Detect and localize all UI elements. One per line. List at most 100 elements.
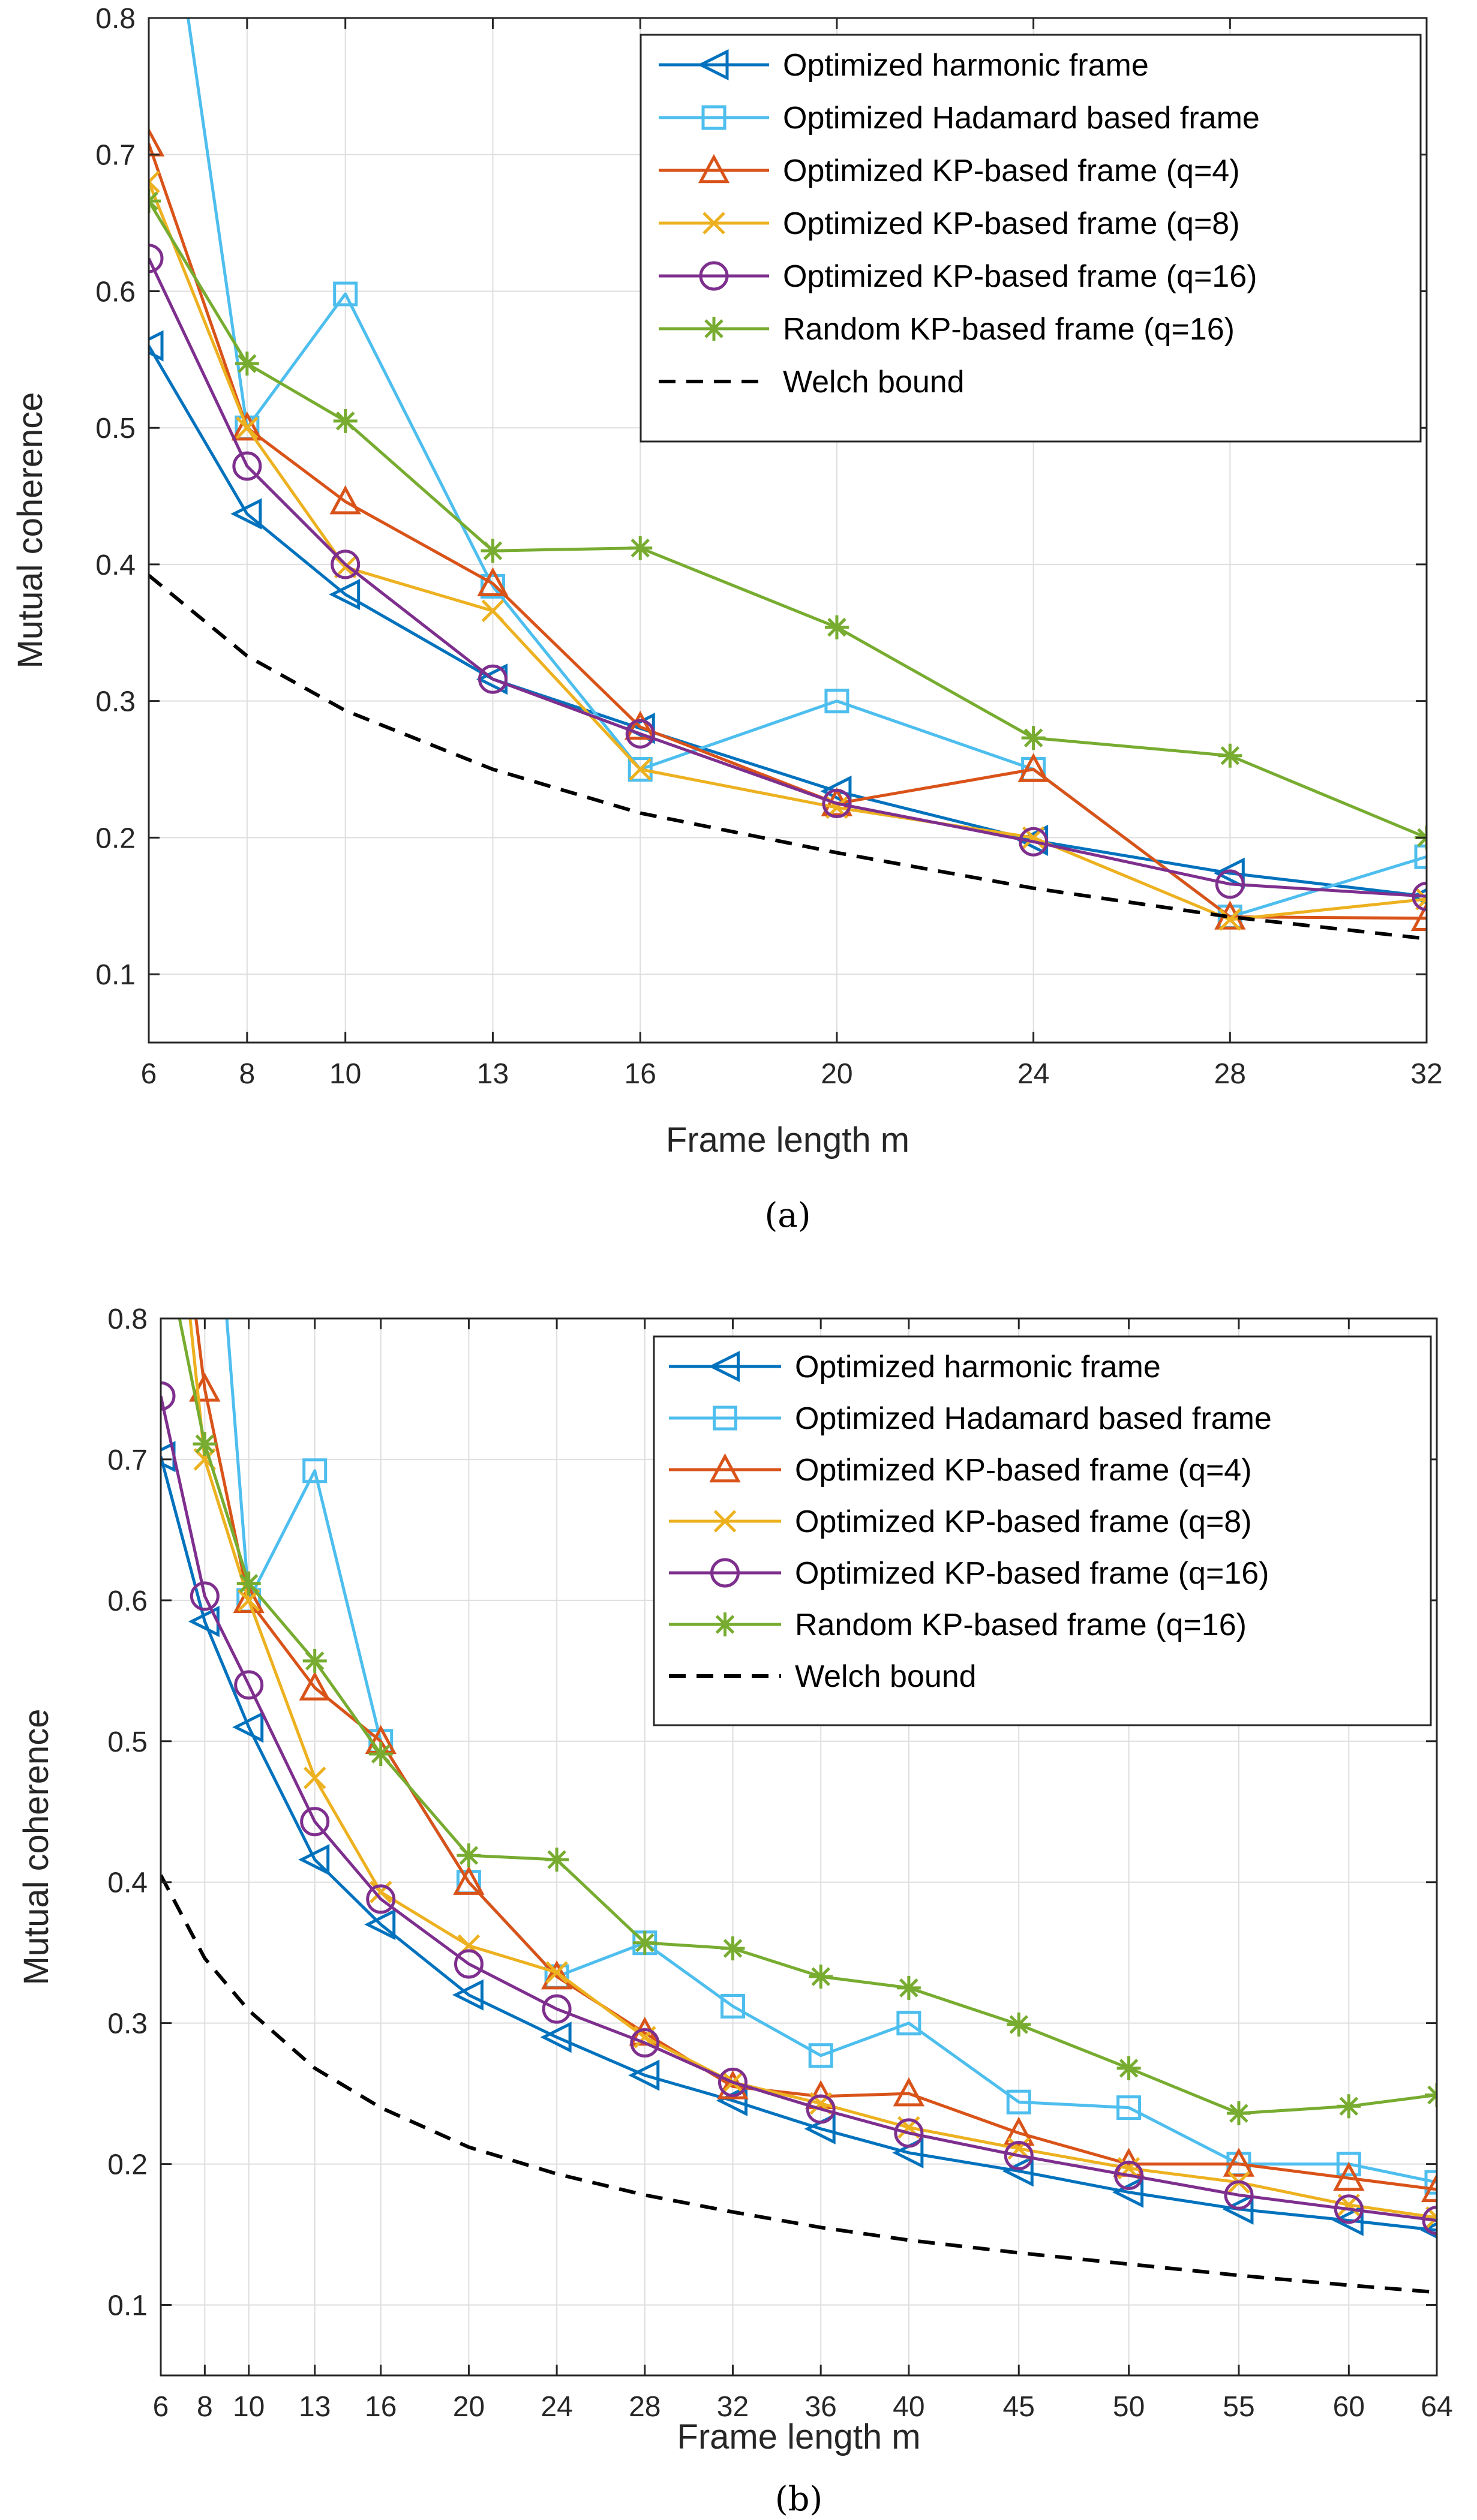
legend-entry-label: Random KP-based frame (q=16) <box>783 312 1235 347</box>
series-marker <box>299 1671 331 1701</box>
series-marker <box>1224 2180 1254 2210</box>
series-marker <box>193 1432 217 1456</box>
series-marker <box>1116 2095 1142 2120</box>
series-line <box>149 573 1427 941</box>
series-marker <box>366 1884 396 1914</box>
series-marker <box>1003 2116 1035 2146</box>
x-tick-label: 32 <box>717 2391 749 2423</box>
series-line <box>149 143 1427 920</box>
legend-entry-label: Optimized KP-based frame (q=8) <box>795 1504 1252 1539</box>
series-marker <box>149 170 160 194</box>
legend-swatch-marker <box>713 1510 737 1533</box>
x-tick-label: 8 <box>239 1058 255 1090</box>
series-line <box>178 1318 1437 2115</box>
series-marker <box>1215 869 1245 899</box>
series-marker <box>236 1571 261 1596</box>
legend-swatch-marker <box>697 49 729 81</box>
series-marker <box>329 578 361 611</box>
series-marker <box>149 244 164 274</box>
series-marker <box>1226 2101 1251 2126</box>
legend-entry-label: Optimized harmonic frame <box>795 1350 1161 1384</box>
series-marker <box>368 1741 393 1766</box>
series-marker <box>1006 2089 1031 2114</box>
legend-swatch-marker <box>699 261 729 291</box>
x-tick-label: 13 <box>477 1058 509 1090</box>
legend-entry-label: Optimized Hadamard based frame <box>783 101 1260 136</box>
x-tick-label: 8 <box>197 2391 213 2423</box>
legend-entry-label: Optimized KP-based frame (q=16) <box>783 259 1257 294</box>
y-tick-label: 0.1 <box>95 959 136 991</box>
series-marker <box>236 416 259 439</box>
y-tick-label: 0.6 <box>107 1585 148 1617</box>
x-axis-label-a: Frame length m <box>666 1121 909 1160</box>
series-marker <box>1336 2152 1361 2177</box>
series-marker <box>1410 902 1427 931</box>
y-axis-label-b: Mutual coherence <box>17 1708 56 1985</box>
y-tick-label: 0.7 <box>107 1444 148 1476</box>
series-marker <box>303 1767 326 1789</box>
series-marker <box>896 1975 921 2000</box>
series-marker <box>632 1930 657 1955</box>
x-tick-label: 36 <box>804 2391 836 2423</box>
y-tick-label: 0.2 <box>107 2149 148 2181</box>
series-line <box>149 257 1427 898</box>
series-marker <box>893 2077 925 2107</box>
series-marker <box>718 2067 747 2097</box>
y-tick-label: 0.4 <box>107 1867 148 1899</box>
legend-entry-label: Optimized harmonic frame <box>783 48 1149 83</box>
series-marker <box>1017 753 1049 782</box>
series-marker <box>457 1843 481 1868</box>
series-marker <box>820 775 852 807</box>
series-marker <box>628 2059 660 2091</box>
series-marker <box>720 1993 745 2019</box>
series-marker <box>452 1979 484 2011</box>
series-marker <box>1334 2194 1364 2224</box>
x-tick-label: 55 <box>1223 2391 1254 2423</box>
series-marker <box>824 615 849 639</box>
chart-b: 6 8 10 13 16 20 24 28 32 36 40 45 50 55 60 64 0.1 0.2 0.3 0… <box>17 1303 1453 2519</box>
series-marker <box>540 2022 572 2053</box>
series-marker <box>1422 2206 1437 2236</box>
x-tick-label: 16 <box>625 1058 656 1090</box>
series-marker <box>333 409 358 433</box>
legend-swatch-marker <box>713 1405 737 1431</box>
legend-a: Optimized harmonic frame Optimized Hadama… <box>640 34 1422 443</box>
y-tick-label: 0.3 <box>107 2008 148 2040</box>
series-a <box>149 18 1427 941</box>
legend-entry-label: Optimized KP-based frame (q=4) <box>783 154 1240 188</box>
legend-swatch-marker <box>713 1612 737 1636</box>
series-marker <box>808 2043 833 2068</box>
series-marker <box>896 2011 921 2036</box>
series-marker <box>477 567 509 597</box>
y-tick-label: 0.5 <box>95 413 136 444</box>
x-tick-label: 10 <box>233 2391 265 2423</box>
series-marker <box>149 127 165 157</box>
x-tick-label: 28 <box>1214 1058 1246 1090</box>
x-tick-label: 16 <box>365 2391 397 2423</box>
series-marker <box>1333 2161 1365 2191</box>
legend-swatch-marker <box>702 317 726 341</box>
series-marker <box>1004 2141 1034 2171</box>
legend-swatch-marker <box>710 1558 740 1588</box>
series-marker <box>894 2118 924 2148</box>
x-tick-label: 28 <box>629 2391 661 2423</box>
series-marker <box>822 788 852 818</box>
plot-area-b <box>160 1317 1438 2377</box>
plot-area-a <box>148 17 1428 1044</box>
legend-entry-label: Optimized KP-based frame (q=8) <box>783 206 1240 241</box>
series-marker <box>1007 2013 1031 2037</box>
series-marker <box>545 1848 569 1872</box>
series-marker <box>478 664 508 694</box>
legend-entry-label: Random KP-based frame (q=16) <box>795 1608 1247 1642</box>
legend-entry-label: Welch bound <box>783 365 965 400</box>
x-tick-label: 45 <box>1003 2391 1035 2423</box>
series-marker <box>161 1381 176 1411</box>
series-marker <box>806 2094 836 2124</box>
series-marker <box>480 573 505 599</box>
series-marker <box>625 710 656 740</box>
series-marker <box>302 1458 328 1483</box>
series-marker <box>233 1584 265 1614</box>
series-marker <box>333 281 358 307</box>
series-marker <box>149 330 164 362</box>
